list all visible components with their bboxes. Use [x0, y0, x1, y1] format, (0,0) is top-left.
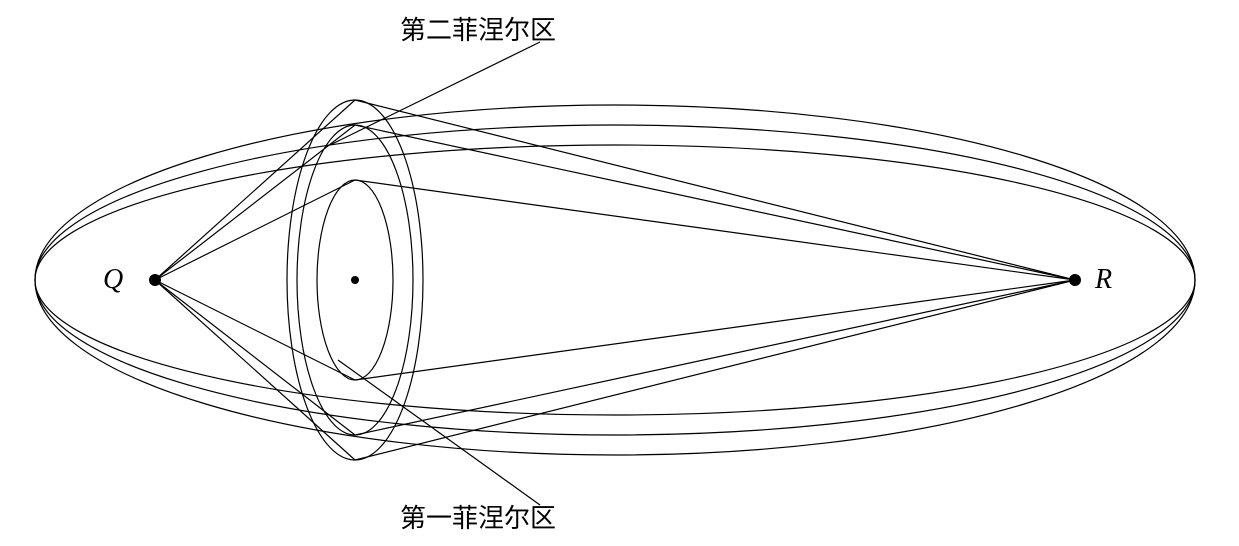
- outer-ellipse-3: [35, 145, 1195, 415]
- ray-from-R-3: [355, 280, 1075, 380]
- fresnel-diagram-svg: [0, 0, 1239, 546]
- ray-from-R-4: [355, 280, 1075, 435]
- zone-2-label: 第二菲涅尔区: [400, 10, 556, 47]
- outer-ellipse-1: [35, 105, 1195, 455]
- point-Q-dot: [149, 274, 161, 286]
- point-R-dot: [1069, 274, 1081, 286]
- zone-1-label: 第一菲涅尔区: [400, 498, 556, 535]
- point-Q-label: Q: [103, 264, 123, 296]
- ray-from-Q-2: [155, 180, 355, 280]
- diagram-canvas: Q R 第二菲涅尔区 第一菲涅尔区: [0, 0, 1239, 546]
- point-R-label: R: [1095, 264, 1112, 296]
- ray-from-R-1: [355, 125, 1075, 280]
- outer-ellipse-2: [35, 125, 1195, 435]
- ray-from-R-2: [355, 180, 1075, 280]
- ray-from-Q-1: [155, 125, 355, 280]
- leader-line-zone2: [330, 42, 540, 145]
- center-dot: [351, 276, 359, 284]
- ray-from-Q-3: [155, 280, 355, 380]
- ray-from-Q-4: [155, 280, 355, 435]
